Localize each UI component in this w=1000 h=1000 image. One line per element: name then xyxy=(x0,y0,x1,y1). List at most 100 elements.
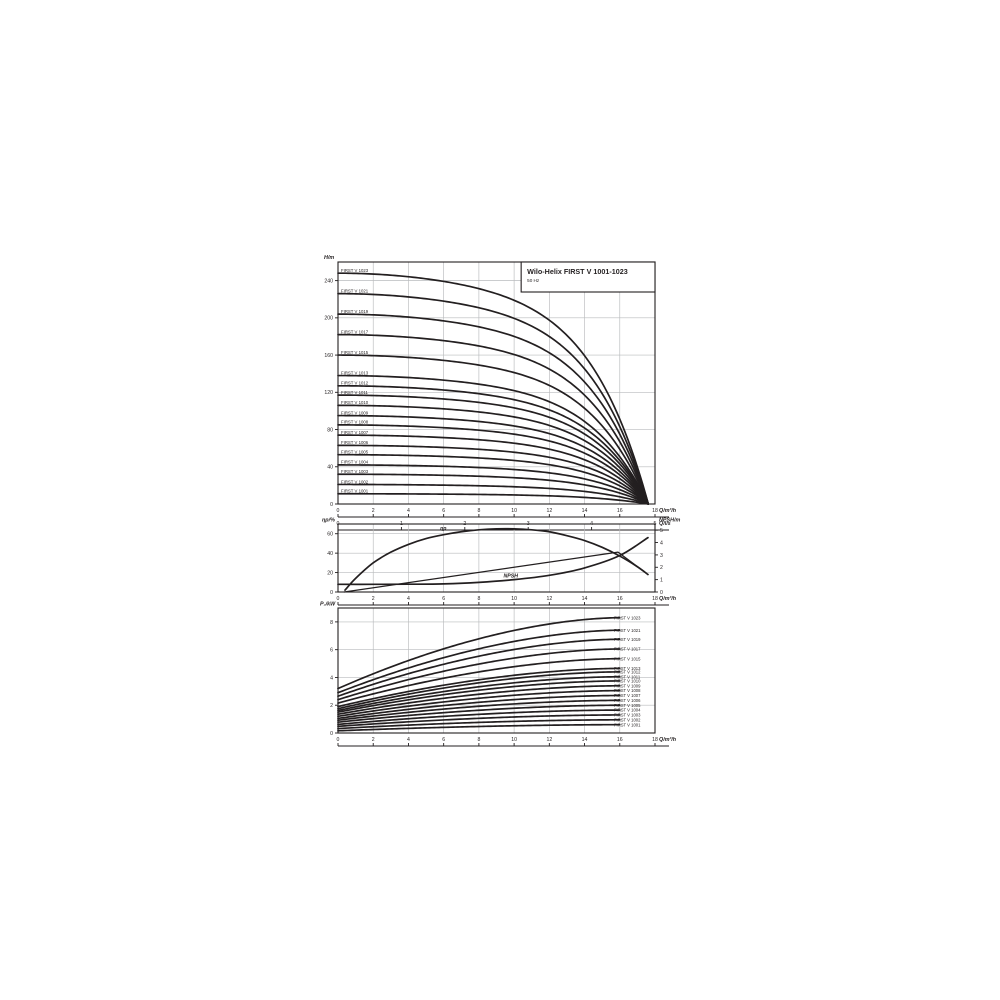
head-curve-label: FIRST V 1011 xyxy=(341,390,368,395)
power-curve-label: FIRST V 1017 xyxy=(614,647,641,652)
head-curve xyxy=(337,483,650,505)
head-curve-label: FIRST V 1015 xyxy=(341,350,369,355)
q-tick-label: 10 xyxy=(511,737,517,743)
q-tick-label: 10 xyxy=(511,508,517,514)
npsh-tick-label: 5 xyxy=(660,528,663,534)
eff-y-tick-label: 20 xyxy=(327,570,333,576)
power-curve-label: FIRST V 1015 xyxy=(614,656,641,661)
head-curve-label: FIRST V 1006 xyxy=(341,440,369,445)
power-curve xyxy=(337,699,621,722)
head-curve-label: FIRST V 1005 xyxy=(341,449,369,454)
head-curve xyxy=(337,473,650,505)
power-curve-label: FIRST V 1007 xyxy=(614,693,641,698)
q-m3h-axis-title: Q/m³/h xyxy=(659,596,677,602)
power-curve-label: FIRST V 1002 xyxy=(614,717,641,722)
q-tick-label: 4 xyxy=(407,508,410,514)
power-y-tick-label: 2 xyxy=(330,703,333,709)
q-m3h-axis-title: Q/m³/h xyxy=(659,508,677,514)
power-curve-label: FIRST V 1004 xyxy=(614,708,641,713)
npsh-axis-title: NPSH/m xyxy=(659,518,680,524)
q-tick-label: 16 xyxy=(617,596,623,602)
q-tick-label: 6 xyxy=(442,737,445,743)
q-tick-label: 14 xyxy=(582,737,588,743)
q-tick-label: 8 xyxy=(477,737,480,743)
power-curve-label: FIRST V 1011 xyxy=(614,674,641,679)
q-tick-label: 0 xyxy=(337,737,340,743)
power-curve xyxy=(337,648,621,701)
npsh-tick-label: 3 xyxy=(660,553,663,559)
power-curve xyxy=(337,629,621,694)
power-curve-label: FIRST V 1008 xyxy=(614,688,641,693)
npsh-tick-label: 1 xyxy=(660,578,663,584)
npsh-tick-label: 4 xyxy=(660,540,663,546)
head-curve xyxy=(337,424,650,505)
head-y-tick-label: 160 xyxy=(324,353,333,359)
q-tick-label: 18 xyxy=(652,737,658,743)
power-curve-label: FIRST V 1003 xyxy=(614,713,641,718)
head-curve-label: FIRST V 1019 xyxy=(341,309,369,314)
power-curve-label: FIRST V 1012 xyxy=(614,669,641,674)
head-curve-label: FIRST V 1012 xyxy=(341,381,369,386)
power-curve xyxy=(337,638,621,698)
head-curve-label: FIRST V 1009 xyxy=(341,410,369,415)
head-curve-label: FIRST V 1023 xyxy=(341,268,369,273)
q-tick-label: 2 xyxy=(372,737,375,743)
efficiency-annotation: ηp xyxy=(440,526,446,532)
power-curve xyxy=(337,657,621,704)
head-curve xyxy=(337,272,650,505)
eff-plot-frame xyxy=(337,523,656,593)
npsh-annotation: NPSH xyxy=(504,573,519,579)
head-y-tick-label: 40 xyxy=(327,465,333,471)
q-tick-label: 12 xyxy=(546,508,552,514)
head-curve-label: FIRST V 1003 xyxy=(341,469,369,474)
power-curve-label: FIRST V 1013 xyxy=(614,666,641,671)
head-curve-label: FIRST V 1002 xyxy=(341,479,369,484)
head-curve xyxy=(337,292,650,505)
head-panel: Wilo-Helix FIRST V 1001-1023 50 Hz FIRST V… xyxy=(324,255,677,531)
power-curve xyxy=(337,714,621,728)
head-curve xyxy=(337,444,650,505)
eff-axis-title: ηp/% xyxy=(322,518,335,524)
head-curve-label: FIRST V 1008 xyxy=(341,420,369,425)
q-tick-label: 6 xyxy=(442,596,445,602)
q-tick-label: 14 xyxy=(582,508,588,514)
power-curve-label: FIRST V 1021 xyxy=(614,628,641,633)
head-curve-label: FIRST V 1021 xyxy=(341,288,369,293)
head-y-tick-label: 80 xyxy=(327,427,333,433)
power-curve xyxy=(337,680,621,714)
head-curve xyxy=(337,404,650,505)
power-curve xyxy=(337,694,621,720)
head-curve-label: FIRST V 1013 xyxy=(341,370,369,375)
head-curve xyxy=(337,492,650,505)
head-curve xyxy=(337,414,650,505)
power-curve xyxy=(337,667,621,708)
head-axis-title: H/m xyxy=(324,255,334,261)
power-y-tick-label: 6 xyxy=(330,648,333,654)
chart-subtitle: 50 Hz xyxy=(527,278,540,283)
q-tick-label: 8 xyxy=(477,508,480,514)
q-tick-label: 12 xyxy=(546,737,552,743)
title-block xyxy=(520,261,656,293)
power-curve xyxy=(337,704,621,724)
q-tick-label: 16 xyxy=(617,737,623,743)
head-curve xyxy=(337,394,650,505)
power-y-tick-label: 0 xyxy=(330,731,333,737)
power-curve xyxy=(337,675,621,712)
power-axis-title: P₂/kW xyxy=(320,602,336,608)
chart-title: Wilo-Helix FIRST V 1001-1023 xyxy=(527,267,628,276)
q-ls-axis-title: Q/l/s xyxy=(659,521,671,527)
q-tick-label: 12 xyxy=(546,596,552,602)
head-curve-label: FIRST V 1010 xyxy=(341,400,369,405)
power-curve-label: FIRST V 1023 xyxy=(614,615,641,620)
power-y-tick-label: 8 xyxy=(330,620,333,626)
efficiency-guide-line xyxy=(343,551,649,593)
q-tick-label: 0 xyxy=(337,508,340,514)
power-y-tick-label: 4 xyxy=(330,675,333,681)
power-curve-label: FIRST V 1019 xyxy=(614,637,641,642)
power-curve-label: FIRST V 1005 xyxy=(614,703,641,708)
npsh-curve xyxy=(337,536,649,586)
head-plot-frame xyxy=(337,261,656,505)
head-curve xyxy=(337,453,650,505)
